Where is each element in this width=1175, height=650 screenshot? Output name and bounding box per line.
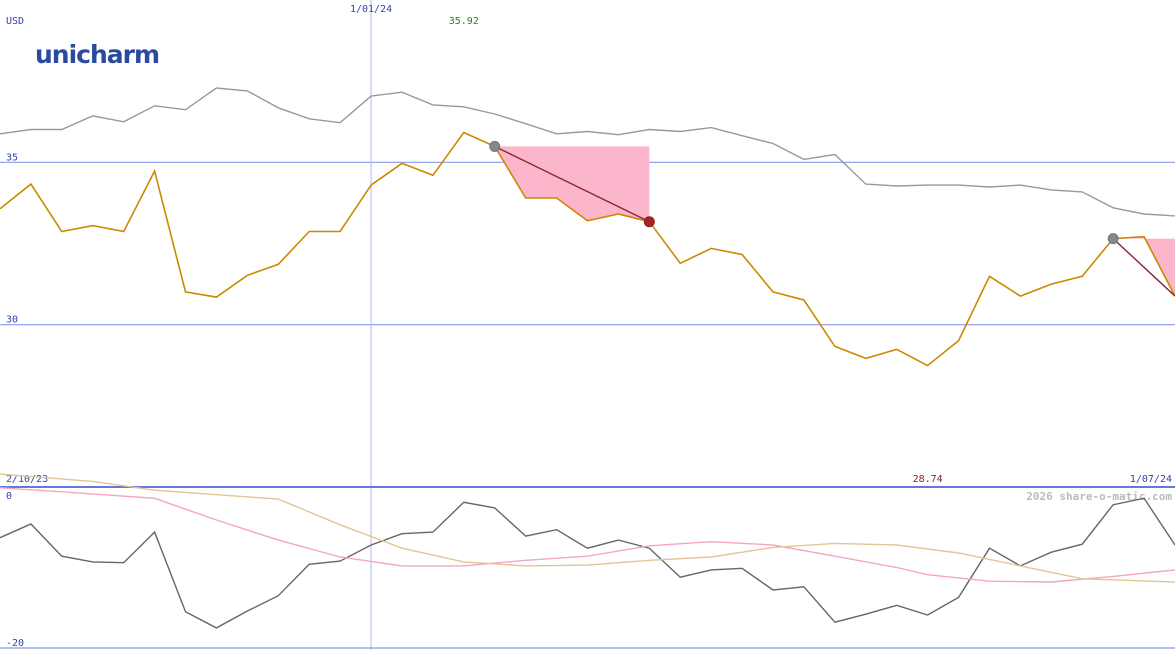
trade-entry (489, 140, 501, 152)
series-line (0, 473, 1175, 583)
trade-area (1113, 236, 1175, 297)
series-line (0, 497, 1175, 629)
trade-entry (1107, 233, 1119, 245)
logo: unicharm (35, 40, 159, 69)
currency: USD (6, 16, 24, 27)
series-line (0, 131, 1175, 367)
series-line (0, 487, 1175, 583)
trade-line (494, 145, 650, 223)
x-tick-label: 2/10/23 (6, 474, 48, 485)
x-tick-label: 1/01/24 (350, 4, 392, 15)
y-tick-label: 0 (6, 491, 12, 502)
y-tick-label: 35 (6, 152, 18, 163)
series-line (0, 87, 1175, 217)
extreme-label: 35.92 (449, 16, 479, 27)
y-tick-label: 30 (6, 315, 18, 326)
x-tick-label: 1/07/24 (1130, 474, 1172, 485)
trade-line (1112, 238, 1175, 297)
extreme-label: 28.74 (913, 474, 943, 485)
footer: 2026 share-o-matic.com (1026, 490, 1172, 503)
y-tick-label: -20 (6, 638, 24, 649)
trade-exit (643, 216, 655, 228)
